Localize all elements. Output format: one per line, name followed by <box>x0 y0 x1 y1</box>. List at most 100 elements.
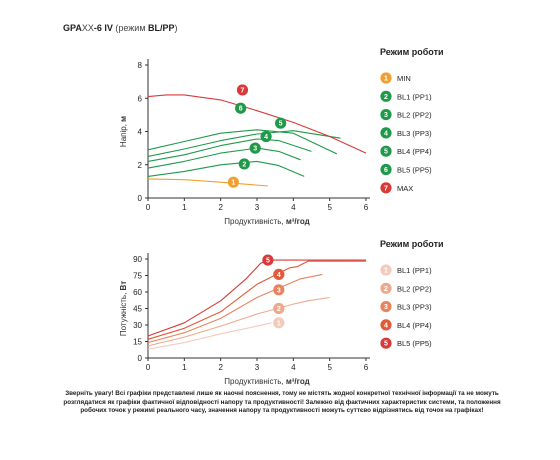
power-y-tick-label: 0 <box>138 354 143 363</box>
power-x-tick-label: 6 <box>364 363 369 372</box>
mode-open: (режим <box>112 23 149 33</box>
head-legend-marker-5 <box>380 145 392 157</box>
head-series-badge-4 <box>260 130 272 143</box>
power-x-axis-label: Продуктивність, м³/год <box>224 377 309 386</box>
power-series-line-5 <box>147 259 366 337</box>
head-legend-label: BL4 (PP4) <box>397 147 432 156</box>
power-series-badge-number: 2 <box>277 306 281 313</box>
head-legend-marker-2 <box>380 90 392 102</box>
head-x-tick-label: 2 <box>218 203 223 212</box>
power-x-tick-label: 5 <box>327 363 332 372</box>
head-legend-marker-7 <box>380 182 392 194</box>
power-series-badge-number: 4 <box>277 272 281 279</box>
head-series-line-4 <box>147 138 312 162</box>
head-x-axis-label: Продуктивність, м³/год <box>224 217 309 226</box>
head-legend-marker-number: 7 <box>384 185 388 192</box>
head-y-tick-label: 0 <box>138 194 143 203</box>
head-legend-label: BL1 (PP1) <box>397 92 432 101</box>
power-x-tick-label: 1 <box>182 363 187 372</box>
power-legend-marker-3 <box>380 301 392 313</box>
head-legend-label: BL3 (PP3) <box>397 129 432 138</box>
power-x-tick-label: 4 <box>291 363 296 372</box>
power-series-badge-number: 3 <box>277 287 281 294</box>
power-legend-title: Режим роботи <box>380 239 444 249</box>
head-series-badge-2 <box>238 158 250 170</box>
head-legend-marker-3 <box>380 109 392 121</box>
model-suffix: -6 IV <box>93 23 113 33</box>
power-legend-marker-number: 2 <box>384 286 388 293</box>
head-y-tick-label: 6 <box>138 94 143 103</box>
head-y-tick-label: 8 <box>138 61 143 70</box>
head-x-tick-label: 1 <box>182 203 187 212</box>
head-legend-marker-number: 5 <box>384 149 388 156</box>
head-series-badge-7 <box>236 84 249 96</box>
head-series-badge-number: 4 <box>264 134 268 141</box>
head-series-badge-number: 6 <box>239 106 243 113</box>
power-series-badge-number: 1 <box>277 320 281 327</box>
power-y-tick-label: 45 <box>133 305 142 314</box>
head-series-badge-1 <box>227 176 239 188</box>
power-series-line-1 <box>147 322 272 350</box>
power-y-tick-label: 60 <box>133 288 142 297</box>
power-legend-marker-1 <box>380 264 392 276</box>
head-series-badge-number: 7 <box>241 87 245 94</box>
power-legend-marker-2 <box>380 282 392 294</box>
power-series-badge-4 <box>273 268 285 280</box>
mode-close: ) <box>174 23 178 33</box>
mode-value: BL/PP <box>148 23 175 33</box>
head-series-line-5 <box>147 130 341 157</box>
head-legend-marker-6 <box>380 163 392 176</box>
power-y-tick-label: 15 <box>133 338 142 347</box>
head-legend-label: MAX <box>397 184 413 193</box>
head-y-tick-label: 4 <box>138 128 143 137</box>
head-legend-label: BL5 (PP5) <box>397 166 432 175</box>
head-x-tick-label: 4 <box>291 203 296 212</box>
power-series-badge-2 <box>273 302 285 315</box>
head-legend-marker-1 <box>380 72 392 84</box>
power-y-axis-unit: Вт <box>119 281 128 291</box>
head-legend-marker-number: 4 <box>384 130 388 137</box>
power-series-line-3 <box>147 273 323 344</box>
head-x-tick-label: 6 <box>364 203 369 212</box>
power-x-tick-label: 0 <box>146 363 151 372</box>
power-y-tick-label: 90 <box>133 255 142 264</box>
power-legend-label: BL2 (PP2) <box>397 284 432 293</box>
head-series-line-6 <box>147 129 338 155</box>
power-series-line-2 <box>147 296 330 347</box>
head-series-badge-number: 2 <box>242 161 246 168</box>
power-legend-marker-number: 3 <box>384 304 388 311</box>
power-legend-marker-number: 5 <box>384 341 388 348</box>
head-legend-marker-number: 6 <box>384 167 388 174</box>
head-y-tick-label: 2 <box>138 161 143 170</box>
power-y-axis-label: Потужність, Вт <box>119 281 128 336</box>
head-legend-marker-number: 2 <box>384 94 388 101</box>
head-series-badge-number: 1 <box>231 180 235 187</box>
head-series-line-1 <box>147 178 268 187</box>
model-xx: XX <box>81 23 94 33</box>
head-legend-marker-number: 1 <box>384 76 388 83</box>
head-x-tick-label: 5 <box>327 203 332 212</box>
power-legend-label: BL3 (PP3) <box>397 303 432 312</box>
head-series-badge-3 <box>249 142 261 154</box>
power-y-tick-label: 30 <box>133 321 142 330</box>
head-legend-label: MIN <box>397 74 411 83</box>
power-x-tick-label: 3 <box>255 363 260 372</box>
power-legend-marker-5 <box>380 337 392 349</box>
power-x-tick-label: 2 <box>218 363 223 372</box>
power-legend-marker-4 <box>380 319 392 331</box>
head-x-tick-label: 0 <box>146 203 151 212</box>
head-legend-marker-4 <box>380 127 392 139</box>
power-x-axis-unit: м³/год <box>286 377 310 386</box>
head-x-axis-unit: м³/год <box>286 217 310 226</box>
head-legend-title: Режим роботи <box>380 47 444 57</box>
power-legend-label: BL5 (PP5) <box>397 339 432 348</box>
head-series-badge-5 <box>275 117 287 129</box>
power-series-badge-number: 5 <box>266 258 270 265</box>
head-y-axis-unit: м <box>119 116 128 122</box>
head-x-tick-label: 3 <box>255 203 260 212</box>
power-legend-marker-number: 1 <box>384 268 388 275</box>
head-series-line-3 <box>147 147 301 169</box>
